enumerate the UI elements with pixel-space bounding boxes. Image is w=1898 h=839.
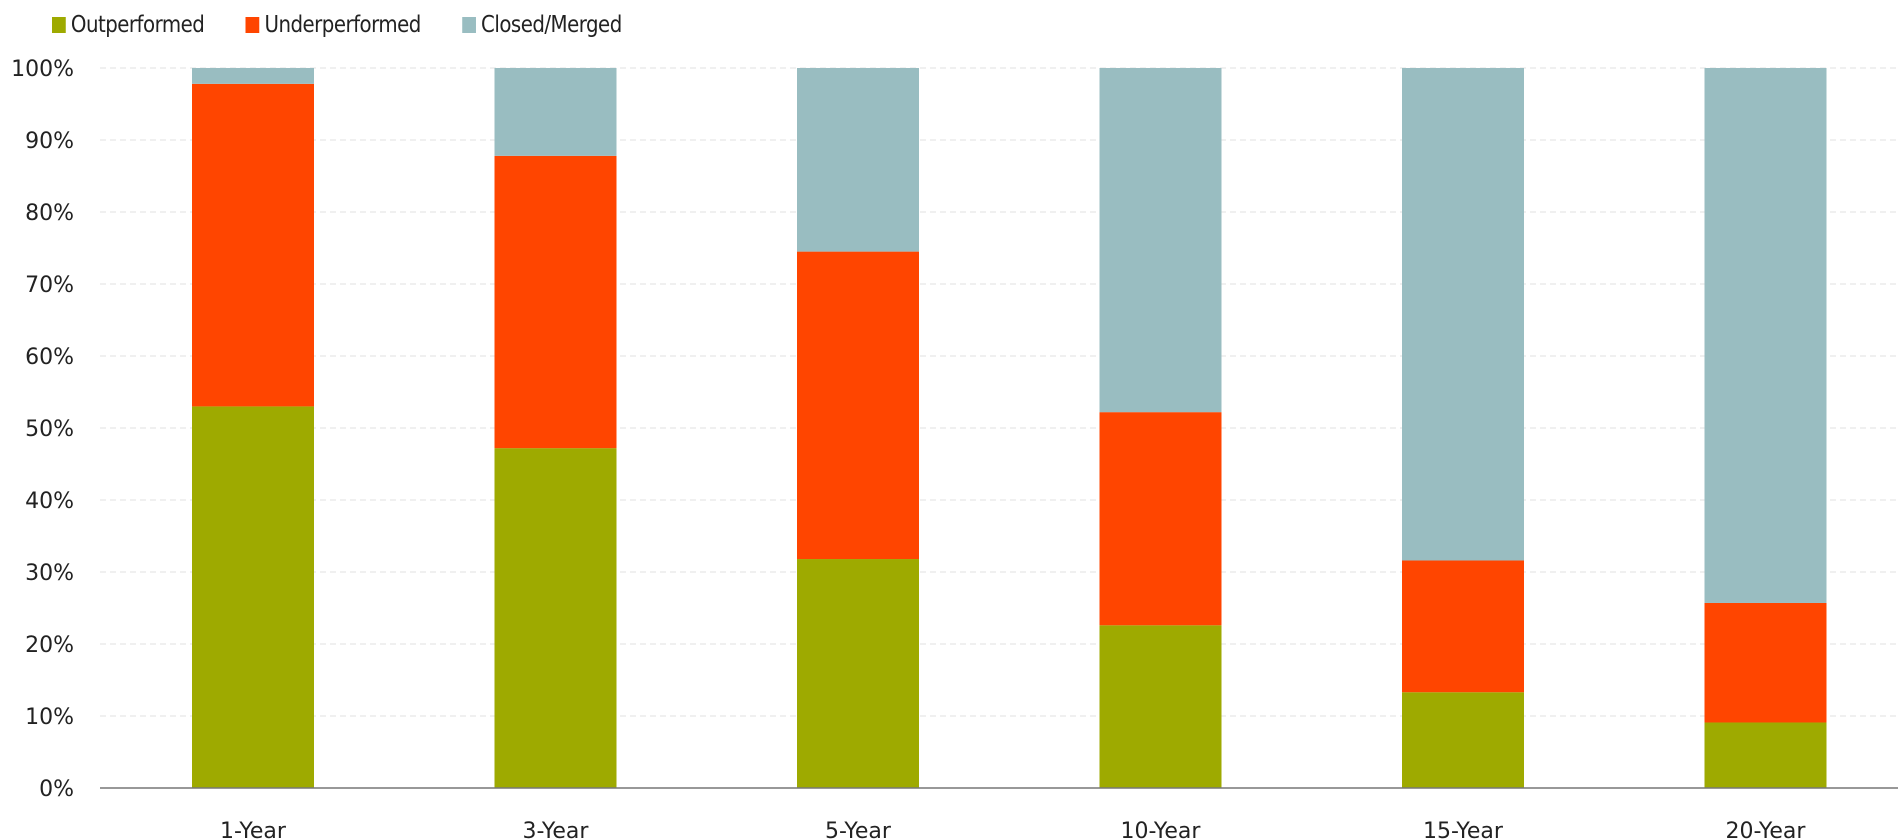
y-tick-label: 70%: [25, 273, 74, 298]
bar-closed-merged-10-year: [1099, 68, 1222, 413]
legend-swatch-closed-merged: [462, 17, 476, 33]
legend: Outperformed Underperformed Closed/Merge…: [52, 12, 663, 38]
y-tick-label: 40%: [25, 489, 74, 514]
legend-item-underperformed: Underperformed: [245, 12, 422, 38]
bar-closed-merged-15-year: [1402, 68, 1524, 561]
legend-swatch-outperformed: [52, 17, 66, 33]
x-tick-label: 1-Year: [220, 819, 287, 839]
y-tick-label: 10%: [25, 705, 74, 730]
y-tick-label: 0%: [39, 777, 74, 802]
bar-underperformed-3-year: [494, 155, 617, 449]
axes: 0% 10% 20% 30% 40% 50% 60% 70% 80% 90% 100% 1-Year 3…: [11, 57, 1898, 839]
bar-closed-merged-1-year: [192, 68, 314, 84]
x-tick-label: 10-Year: [1121, 819, 1202, 839]
x-tick-label: 15-Year: [1423, 819, 1504, 839]
y-tick-label: 20%: [25, 633, 74, 658]
legend-label-outperformed: Outperformed: [70, 12, 205, 38]
x-tick-label: 5-Year: [825, 819, 892, 839]
bars: [192, 68, 1827, 788]
bar-outperformed-3-year: [494, 448, 617, 788]
legend-label-closed-merged: Closed/Merged: [481, 12, 622, 38]
bar-underperformed-10-year: [1099, 412, 1222, 626]
legend-item-closed-merged: Closed/Merged: [462, 12, 622, 38]
bar-underperformed-20-year: [1704, 602, 1827, 723]
bar-outperformed-10-year: [1099, 625, 1222, 788]
y-tick-label: 100%: [11, 57, 74, 82]
bar-closed-merged-5-year: [797, 68, 919, 252]
bar-outperformed-15-year: [1402, 692, 1524, 788]
bar-underperformed-5-year: [797, 251, 919, 560]
x-tick-label: 20-Year: [1726, 819, 1807, 839]
y-tick-label: 60%: [25, 345, 74, 370]
bar-underperformed-1-year: [192, 83, 314, 407]
legend-swatch-underperformed: [245, 17, 260, 33]
legend-label-underperformed: Underperformed: [264, 12, 422, 38]
bar-outperformed-1-year: [192, 406, 314, 788]
x-tick-label: 3-Year: [523, 819, 590, 839]
y-tick-label: 50%: [25, 417, 74, 442]
bar-outperformed-20-year: [1704, 722, 1827, 788]
bar-closed-merged-3-year: [494, 68, 617, 156]
y-tick-label: 80%: [25, 201, 74, 226]
legend-item-outperformed: Outperformed: [52, 12, 205, 38]
y-tick-label: 90%: [25, 129, 74, 154]
gridlines: [100, 67, 1898, 717]
y-tick-label: 30%: [25, 561, 74, 586]
bar-closed-merged-20-year: [1704, 68, 1827, 603]
bar-outperformed-5-year: [797, 559, 919, 788]
bar-underperformed-15-year: [1402, 560, 1524, 693]
